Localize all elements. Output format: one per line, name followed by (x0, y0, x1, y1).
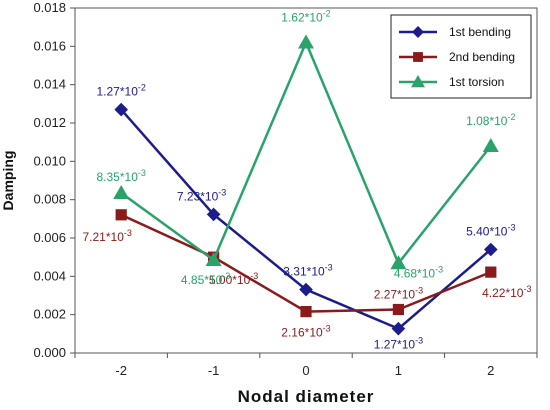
y-tick-label: 0.002 (33, 307, 66, 322)
data-label: 5.00*10-3 (209, 271, 258, 287)
data-point-marker (298, 34, 314, 49)
y-tick-label: 0.016 (33, 38, 66, 53)
y-tick-label: 0.012 (33, 115, 66, 130)
data-point-marker (206, 207, 221, 222)
data-point-marker (391, 321, 406, 336)
data-point-marker (113, 184, 130, 199)
tick-labels: 0.000 0.002 0.004 0.006 0.008 0.010 0.012 0.014… (33, 0, 494, 378)
data-label: 2.16*10-3 (281, 324, 330, 340)
y-tick-label: 0.008 (33, 192, 66, 207)
data-label: 4.22*10-3 (482, 284, 531, 300)
legend-entry-label: 1st bending (449, 25, 511, 39)
data-label: 3.31*10-3 (283, 263, 332, 279)
y-tick-label: 0.006 (33, 230, 66, 245)
data-point-marker (482, 138, 499, 152)
data-point-marker (300, 306, 312, 318)
x-tick-label: -2 (115, 363, 127, 378)
data-point-marker (485, 266, 497, 278)
legend-swatch-marker (411, 75, 425, 88)
data-point-marker (114, 102, 128, 117)
data-label: 8.35*10-3 (97, 168, 146, 184)
data-label: 4.68*10-3 (394, 264, 443, 280)
data-label: 1.62*10-2 (281, 9, 330, 25)
data-point-marker (392, 303, 404, 316)
y-axis-title: Damping (0, 151, 16, 211)
axes (70, 7, 538, 358)
data-label: 5.40*10-3 (466, 223, 515, 239)
data-point-marker (299, 282, 313, 297)
data-label: 2.27*10-3 (374, 285, 423, 301)
x-tick-label: 1 (395, 363, 402, 378)
legend-entry-label: 2nd bending (449, 50, 515, 64)
y-tick-label: 0.004 (33, 268, 66, 283)
legend-swatch-marker (412, 26, 424, 38)
data-point-marker (484, 242, 498, 257)
data-point-marker (115, 209, 127, 221)
y-tick-label: 0.014 (33, 77, 66, 92)
y-tick-label: 0.018 (33, 0, 66, 15)
x-axis-title: Nodal diameter (238, 387, 375, 406)
y-tick-label: 0.010 (33, 153, 66, 168)
data-point-marker (205, 252, 222, 267)
legend-swatch-marker (413, 52, 423, 62)
x-tick-label: 0 (302, 363, 309, 378)
data-label: 7.21*10-3 (83, 228, 132, 244)
data-labels: 1.27*10-2 7.23*10-3 3.31*10-3 1.27*10-3 5.40… (83, 9, 532, 352)
data-point-marker (390, 255, 407, 270)
series-lines (113, 34, 499, 336)
data-label: 7.23*10-3 (177, 187, 226, 203)
data-label: 1.27*10-2 (97, 83, 146, 99)
x-tick-label: 2 (487, 363, 494, 378)
data-label: 1.27*10-3 (374, 336, 423, 352)
y-tick-label: 0.000 (33, 345, 66, 360)
plot-frame (74, 7, 538, 354)
data-label: 1.08*10-2 (466, 112, 515, 128)
x-tick-label: -1 (208, 363, 220, 378)
data-label: 4.85*10-3 (181, 271, 230, 287)
legend-entry-label: 1st torsion (449, 75, 504, 89)
legend: 1st bending 2nd bending 1st torsion (390, 14, 532, 99)
